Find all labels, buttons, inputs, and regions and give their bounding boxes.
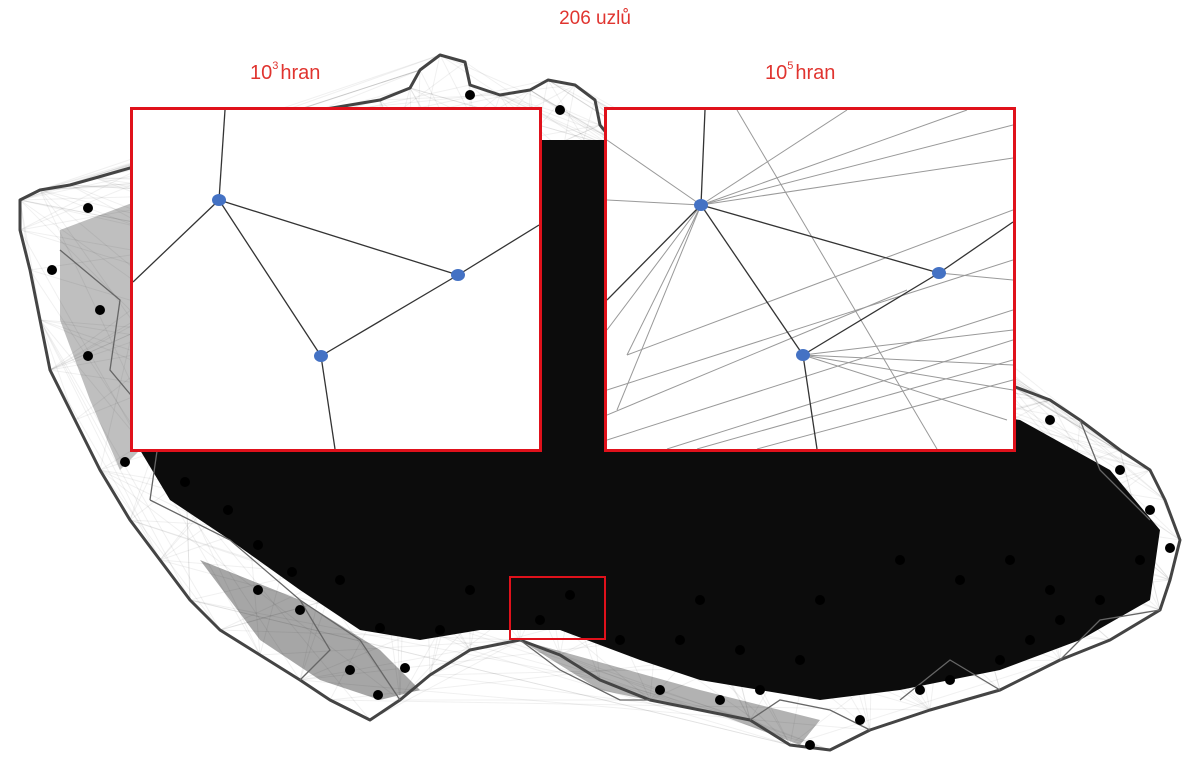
graph-node (915, 685, 925, 695)
inset-right-zoom (604, 107, 1016, 452)
graph-node (83, 203, 93, 213)
edge (802, 272, 940, 356)
edge (133, 199, 220, 283)
inset-left-zoom (130, 107, 542, 452)
zoom-region-marker (509, 576, 606, 640)
edge (700, 204, 804, 356)
node-highlight (694, 199, 708, 211)
inset-right-label: 105 hran (765, 60, 835, 85)
inset-left-unit: hran (280, 62, 321, 84)
graph-node (735, 645, 745, 655)
graph-node (895, 555, 905, 565)
graph-node (1045, 585, 1055, 595)
edge (802, 354, 818, 449)
graph-node (805, 740, 815, 750)
inset-left-label: 103 hran (250, 60, 320, 85)
graph-node (945, 675, 955, 685)
graph-node (1145, 505, 1155, 515)
inset-left-base: 10 (250, 62, 273, 84)
node-highlight (451, 269, 465, 281)
graph-node (1095, 595, 1105, 605)
graph-node (855, 715, 865, 725)
graph-node (1055, 615, 1065, 625)
graph-node (1115, 465, 1125, 475)
country-boundaries (18, 53, 1182, 752)
graph-node (287, 567, 297, 577)
graph-node (555, 105, 565, 115)
graph-node (465, 585, 475, 595)
graph-node (253, 540, 263, 550)
graph-node (535, 615, 545, 625)
graph-node (675, 635, 685, 645)
graph-node (565, 590, 575, 600)
inset-left-exponent: 3 (272, 60, 279, 72)
edge (218, 199, 459, 276)
node-highlight (932, 267, 946, 279)
inset-right-base: 10 (765, 62, 788, 84)
graph-node (295, 605, 305, 615)
graph-node (955, 575, 965, 585)
graph-node (253, 585, 263, 595)
graph-node (1045, 415, 1055, 425)
graph-node (815, 595, 825, 605)
graph-node (345, 665, 355, 675)
graph-node (615, 635, 625, 645)
edge (700, 110, 706, 206)
node-count-title: 206 uzlů (559, 8, 631, 29)
edge (218, 199, 322, 357)
edge (320, 355, 336, 449)
graph-node (335, 575, 345, 585)
node-highlight (314, 350, 328, 362)
node-highlight (796, 349, 810, 361)
graph-node (83, 351, 93, 361)
node-highlight (212, 194, 226, 206)
edge (607, 204, 702, 301)
graph-node (375, 623, 385, 633)
graph-node (715, 695, 725, 705)
graph-node (1165, 543, 1175, 553)
edge (700, 204, 940, 274)
inset-right-graph (607, 110, 1013, 449)
graph-node (180, 477, 190, 487)
graph-node (223, 505, 233, 515)
inset-right-exponent: 5 (787, 60, 794, 72)
graph-node (1025, 635, 1035, 645)
graph-node (120, 457, 130, 467)
graph-node (95, 305, 105, 315)
graph-node (465, 90, 475, 100)
graph-node (400, 663, 410, 673)
graph-node (755, 685, 765, 695)
graph-node (373, 690, 383, 700)
edge (938, 221, 1013, 274)
inset-right-unit: hran (795, 62, 836, 84)
edge (457, 224, 539, 276)
graph-node (47, 265, 57, 275)
graph-node (795, 655, 805, 665)
inset-left-graph (133, 110, 539, 449)
graph-node (995, 655, 1005, 665)
graph-node (655, 685, 665, 695)
graph-node (435, 625, 445, 635)
edge (218, 110, 226, 201)
edge (320, 274, 459, 357)
graph-node (1005, 555, 1015, 565)
graph-node (695, 595, 705, 605)
graph-node (1135, 555, 1145, 565)
dense-edge-core (60, 140, 1160, 745)
